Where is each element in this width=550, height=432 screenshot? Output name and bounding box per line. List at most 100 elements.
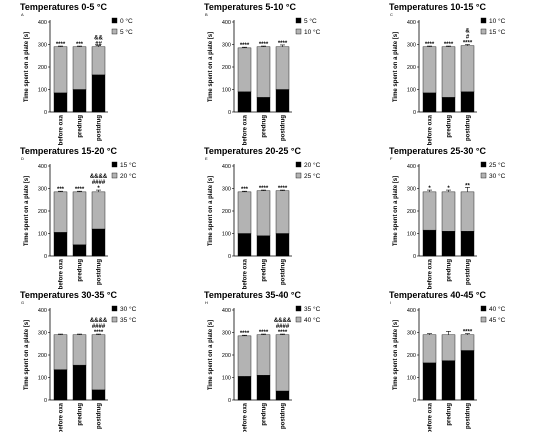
x-tick-label: postdrug xyxy=(97,259,103,285)
x-tick-label: before oxa xyxy=(428,114,434,145)
bar-upper-segment xyxy=(441,46,456,98)
y-axis-label: Time spent on a plate [s] xyxy=(393,32,399,102)
bar-upper-segment xyxy=(422,46,437,94)
y-tick-label: 300 xyxy=(407,187,416,193)
x-tick-label: predrug xyxy=(447,403,453,426)
y-axis-label: Time spent on a plate [s] xyxy=(208,320,214,390)
y-axis-label: Time spent on a plate [s] xyxy=(208,176,214,246)
significance-marker: #### xyxy=(276,324,290,330)
bar-lower-segment xyxy=(256,375,271,401)
bar-upper-segment xyxy=(237,191,252,234)
y-tick-label: 400 xyxy=(222,164,231,170)
bar-lower-segment xyxy=(256,97,271,113)
legend-label: 30 °C xyxy=(120,305,137,313)
x-tick-label: before oxa xyxy=(428,402,434,432)
significance-marker: *** xyxy=(241,187,249,193)
x-tick-label: before oxa xyxy=(243,402,249,432)
y-tick-label: 100 xyxy=(222,376,231,382)
x-tick-label: before oxa xyxy=(243,114,249,145)
bar-lower-segment xyxy=(256,235,271,257)
significance-marker: ## xyxy=(95,42,102,48)
y-tick-label: 200 xyxy=(222,353,231,359)
panel-letter: D xyxy=(21,156,24,161)
y-tick-label: 300 xyxy=(38,43,47,49)
chart-panel-4: Temperatures 15-20 °CD Time spent on a pl… xyxy=(20,146,137,289)
legend-label: 10 °C xyxy=(489,17,506,25)
x-tick-label: predrug xyxy=(447,115,453,138)
legend-label: 35 °C xyxy=(120,316,137,324)
x-tick-label: before oxa xyxy=(243,258,249,289)
bar-lower-segment xyxy=(422,92,437,113)
bar-lower-segment xyxy=(275,233,290,257)
y-tick-label: 300 xyxy=(222,331,231,337)
chart-title: Temperatures 35-40 °C xyxy=(204,290,301,300)
bar-upper-segment xyxy=(275,334,290,392)
significance-marker: **** xyxy=(240,331,250,337)
y-tick-label: 0 xyxy=(44,110,47,116)
y-tick-label: 200 xyxy=(38,209,47,215)
bar-upper-segment xyxy=(256,190,271,236)
x-tick-label: postdrug xyxy=(466,115,472,141)
x-tick-label: predrug xyxy=(262,115,268,138)
significance-marker: **** xyxy=(278,330,288,336)
bar-upper-segment xyxy=(460,334,475,351)
legend-swatch xyxy=(480,17,487,24)
chart-panel-3: Temperatures 10-15 °CC Time spent on a pl… xyxy=(389,2,506,145)
bar-upper-segment xyxy=(422,334,437,364)
bar-lower-segment xyxy=(441,97,456,113)
chart-title: Temperatures 30-35 °C xyxy=(20,290,117,300)
x-tick-label: postdrug xyxy=(466,403,472,429)
legend-swatch xyxy=(295,161,302,168)
legend-swatch xyxy=(111,28,118,35)
y-tick-label: 100 xyxy=(38,88,47,94)
y-tick-label: 0 xyxy=(44,398,47,404)
chart-panel-6: Temperatures 25-30 °CF Time spent on a pl… xyxy=(389,146,506,289)
chart-panel-9: Temperatures 40-45 °CI Time spent on a pl… xyxy=(389,290,506,432)
significance-marker: **** xyxy=(259,186,269,192)
y-tick-label: 200 xyxy=(222,209,231,215)
y-axis-label: Time spent on a plate [s] xyxy=(24,176,30,246)
chart-title: Temperatures 25-30 °C xyxy=(389,146,486,156)
bar-upper-segment xyxy=(441,334,456,361)
bar-upper-segment xyxy=(91,334,106,391)
legend-label: 40 °C xyxy=(304,316,321,324)
significance-marker: # xyxy=(466,35,470,41)
y-tick-label: 400 xyxy=(38,308,47,314)
bar-lower-segment xyxy=(275,390,290,401)
legend-label: 15 °C xyxy=(120,161,137,169)
y-tick-label: 400 xyxy=(222,308,231,314)
bar-lower-segment xyxy=(460,231,475,257)
legend-swatch xyxy=(480,172,487,179)
significance-marker: **** xyxy=(278,186,288,192)
legend-label: 35 °C xyxy=(304,305,321,313)
panel-letter: H xyxy=(205,300,208,305)
y-axis-label: Time spent on a plate [s] xyxy=(393,176,399,246)
y-tick-label: 100 xyxy=(38,232,47,238)
legend-label: 20 °C xyxy=(304,161,321,169)
x-tick-label: predrug xyxy=(447,259,453,282)
significance-marker: **** xyxy=(259,42,269,48)
bar-upper-segment xyxy=(256,46,271,98)
y-tick-label: 0 xyxy=(44,254,47,260)
chart-title: Temperatures 20-25 °C xyxy=(204,146,301,156)
y-tick-label: 300 xyxy=(222,187,231,193)
x-tick-label: postdrug xyxy=(281,403,287,429)
legend-label: 5 °C xyxy=(120,28,133,36)
x-tick-label: postdrug xyxy=(97,403,103,429)
bar-upper-segment xyxy=(72,191,87,245)
significance-marker: * xyxy=(447,186,450,192)
bar-lower-segment xyxy=(53,232,68,257)
significance-marker: **** xyxy=(425,42,435,48)
x-tick-label: before oxa xyxy=(59,114,65,145)
y-tick-label: 400 xyxy=(407,308,416,314)
legend-label: 45 °C xyxy=(489,316,506,324)
y-tick-label: 200 xyxy=(38,353,47,359)
bar-lower-segment xyxy=(91,74,106,113)
legend-label: 25 °C xyxy=(304,172,321,180)
chart-panel-8: Temperatures 35-40 °CH Time spent on a pl… xyxy=(204,290,321,432)
legend-label: 25 °C xyxy=(489,161,506,169)
legend-swatch xyxy=(295,28,302,35)
legend-swatch xyxy=(111,17,118,24)
y-axis-label: Time spent on a plate [s] xyxy=(208,32,214,102)
